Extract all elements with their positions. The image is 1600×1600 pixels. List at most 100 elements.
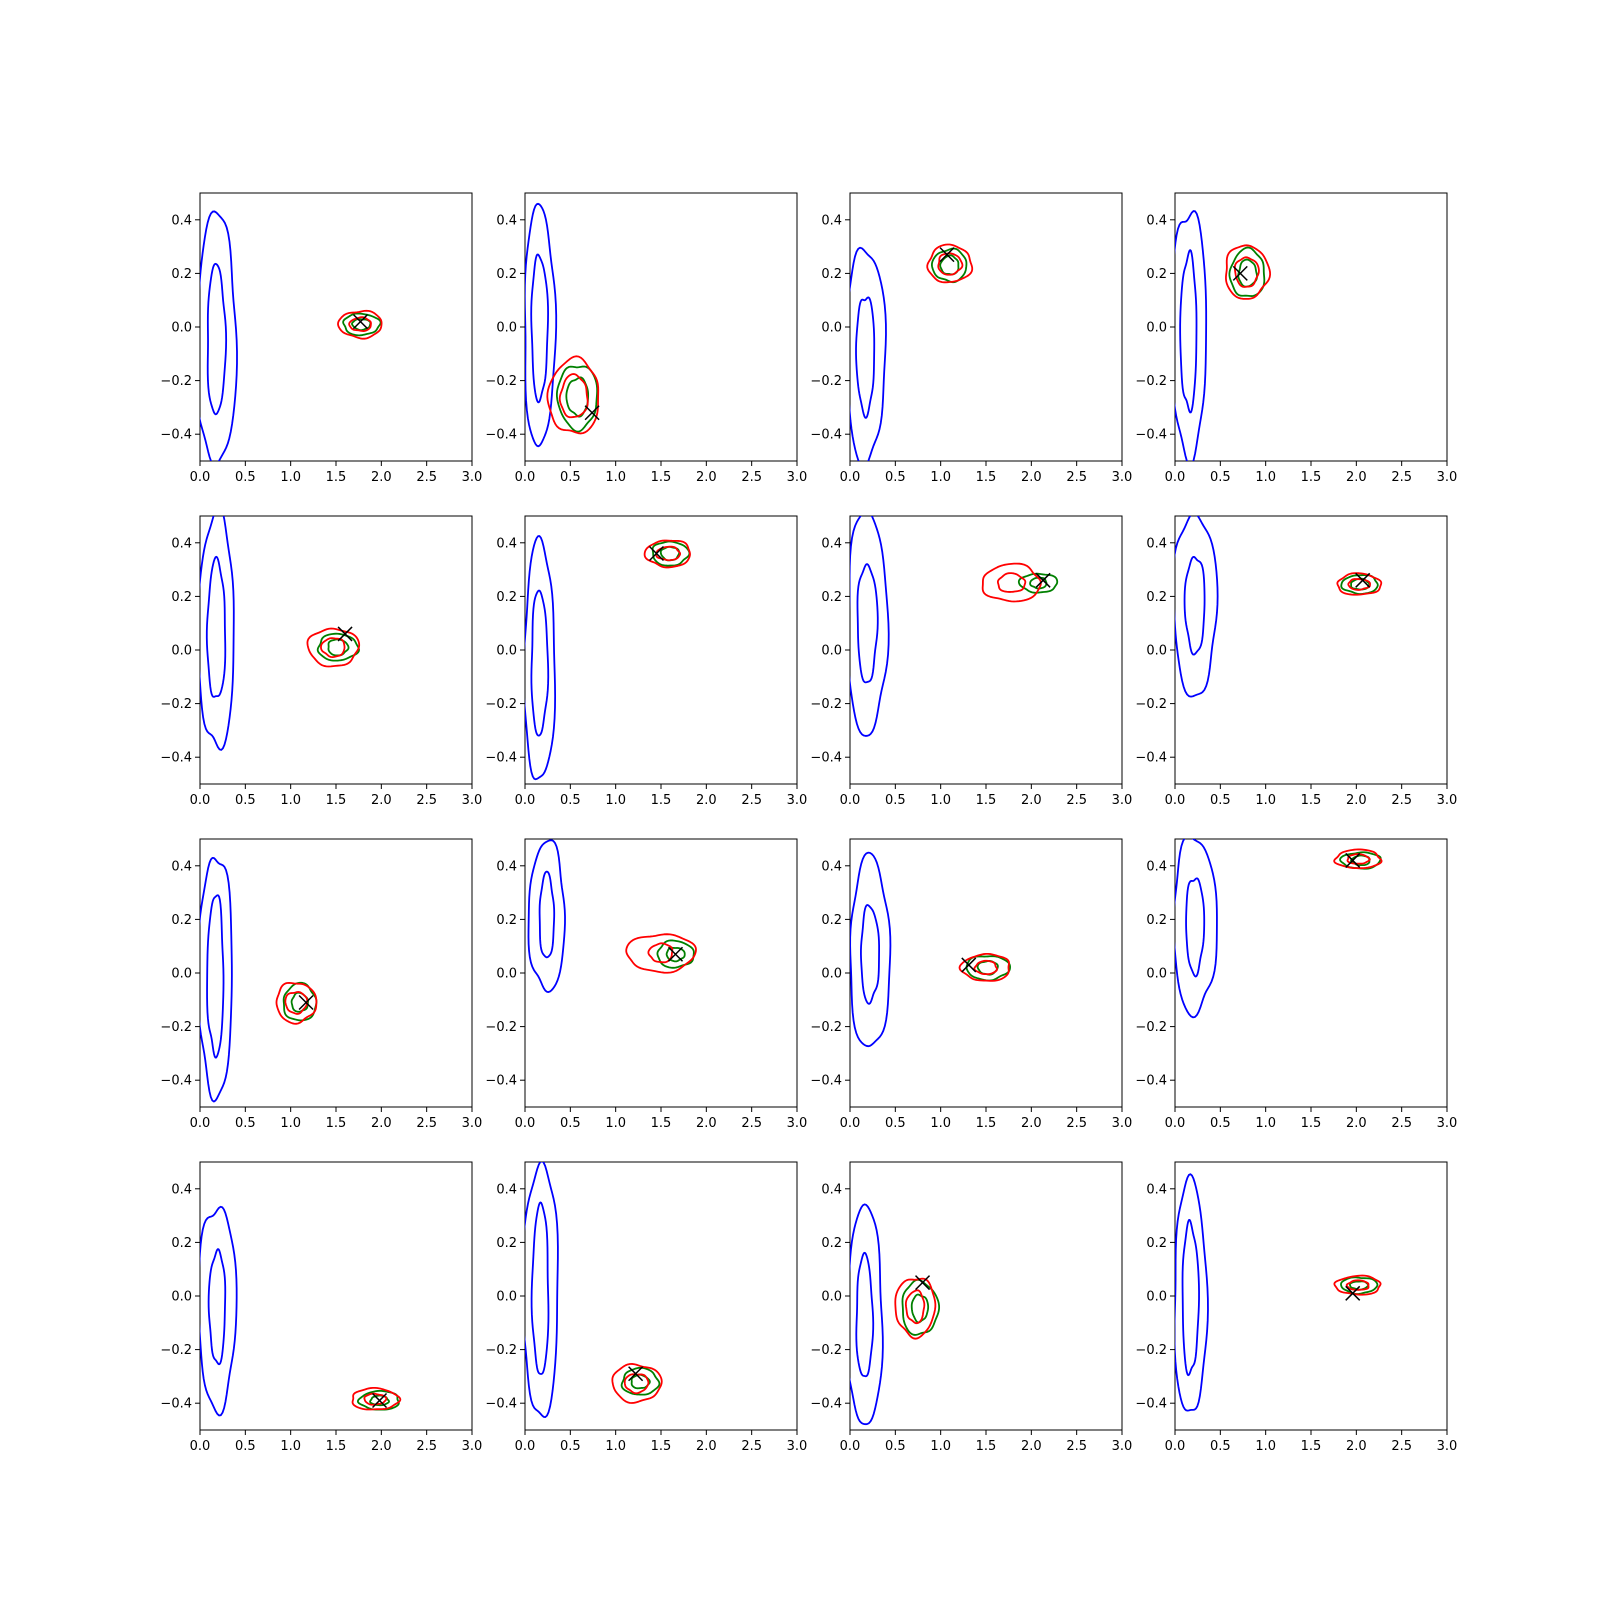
green-contour-outer <box>1340 1276 1379 1295</box>
y-tick-label: 0.0 <box>1146 1290 1167 1305</box>
subplot-16: 0.0 0.5 1.0 1.5 2.0 2.5 3.0 −0.4 −0.2 0.0 0.2 0.4 <box>1135 1161 1457 1454</box>
subplot-1: 0.0 0.5 1.0 1.5 2.0 2.5 3.0 −0.4 −0.2 0.0 0.2 0.4 <box>160 192 482 485</box>
x-tick-label: 1.0 <box>280 470 301 485</box>
x-tick-label: 1.5 <box>326 1116 347 1131</box>
y-tick-label: −0.4 <box>810 428 842 443</box>
plot-area <box>199 838 473 1108</box>
x-tick-label: 0.0 <box>840 1116 861 1131</box>
y-tick-label: 0.2 <box>171 1236 192 1251</box>
y-tick-label: −0.2 <box>810 697 842 712</box>
blue-contour-inner <box>1179 249 1198 414</box>
y-tick-label: −0.4 <box>1135 1397 1167 1412</box>
x-tick-label: 0.5 <box>885 470 906 485</box>
x-tick-label: 0.0 <box>515 1116 536 1131</box>
x-tick-label: 2.0 <box>696 1116 717 1131</box>
y-tick-label: 0.0 <box>171 321 192 336</box>
x-tick-label: 2.5 <box>1391 470 1412 485</box>
y-tick-label: 0.0 <box>496 967 517 982</box>
x-tick-label: 2.5 <box>1066 470 1087 485</box>
red-contour-inner <box>937 252 964 276</box>
x-tick-label: 2.5 <box>741 470 762 485</box>
y-tick-label: 0.4 <box>496 536 517 551</box>
y-tick-label: 0.2 <box>496 913 517 928</box>
y-tick-label: −0.4 <box>810 1074 842 1089</box>
contours <box>527 839 697 993</box>
red-contour-inner <box>363 1392 388 1406</box>
red-contour-outer <box>611 1363 663 1404</box>
x-tick-label: 0.0 <box>515 793 536 808</box>
contours <box>1175 1173 1382 1412</box>
y-tick-label: −0.4 <box>1135 1074 1167 1089</box>
x-tick-label: 0.5 <box>1210 1116 1231 1131</box>
x-tick-label: 0.5 <box>235 1116 256 1131</box>
x-tick-label: 1.0 <box>930 793 951 808</box>
x-tick-label: 1.0 <box>605 1439 626 1454</box>
red-contour-outer <box>1225 244 1271 300</box>
x-tick-label: 2.0 <box>1346 1439 1367 1454</box>
x-marker <box>1345 852 1361 868</box>
contours <box>1175 516 1383 698</box>
x-tick-label: 2.5 <box>416 1116 437 1131</box>
y-tick-label: −0.2 <box>810 1343 842 1358</box>
x-tick-label: 3.0 <box>1112 1116 1133 1131</box>
x-marker <box>648 545 664 562</box>
y-tick-label: 0.2 <box>1146 1236 1167 1251</box>
x-tick-label: 2.0 <box>1021 793 1042 808</box>
x-tick-label: 0.5 <box>1210 470 1231 485</box>
y-tick-label: 0.0 <box>821 321 842 336</box>
plot-area <box>199 1161 473 1431</box>
y-tick-label: 0.4 <box>1146 536 1167 551</box>
x-tick-label: 1.0 <box>1255 1439 1276 1454</box>
x-tick-label: 1.5 <box>976 470 997 485</box>
plot-area <box>1174 1161 1448 1431</box>
y-tick-label: 0.0 <box>1146 967 1167 982</box>
subplot-12: 0.0 0.5 1.0 1.5 2.0 2.5 3.0 −0.4 −0.2 0.0 0.2 0.4 <box>1135 838 1457 1131</box>
y-tick-label: −0.4 <box>810 751 842 766</box>
x-tick-label: 2.5 <box>741 1439 762 1454</box>
y-tick-label: 0.2 <box>821 267 842 282</box>
y-tick-label: 0.0 <box>1146 644 1167 659</box>
y-tick-label: −0.2 <box>1135 697 1167 712</box>
y-tick-label: 0.0 <box>821 644 842 659</box>
y-tick-label: 0.4 <box>821 536 842 551</box>
x-marker <box>352 314 369 330</box>
red-contour-outer <box>1333 1274 1382 1296</box>
x-tick-label: 2.0 <box>1021 1439 1042 1454</box>
y-tick-label: 0.0 <box>821 967 842 982</box>
y-tick-label: 0.0 <box>171 967 192 982</box>
subplot-5: 0.0 0.5 1.0 1.5 2.0 2.5 3.0 −0.4 −0.2 0.0 0.2 0.4 <box>160 515 482 808</box>
x-tick-label: 0.5 <box>1210 793 1231 808</box>
x-tick-label: 3.0 <box>1112 793 1133 808</box>
x-tick-label: 0.0 <box>1165 470 1186 485</box>
blue-contour-inner <box>205 555 227 698</box>
x-tick-label: 3.0 <box>1437 793 1458 808</box>
y-tick-label: 0.4 <box>821 859 842 874</box>
x-tick-label: 1.0 <box>280 1439 301 1454</box>
blue-contour-inner <box>530 1201 550 1375</box>
blue-contour-outer <box>1175 1173 1209 1412</box>
red-contour-outer <box>958 952 1010 982</box>
green-contour-outer <box>901 1278 941 1336</box>
x-tick-label: 2.5 <box>1066 1439 1087 1454</box>
x-tick-label: 3.0 <box>787 470 808 485</box>
y-tick-label: −0.2 <box>810 374 842 389</box>
blue-contour-inner <box>1183 556 1206 656</box>
plot-area <box>1174 515 1448 785</box>
x-tick-label: 3.0 <box>462 1439 483 1454</box>
y-tick-label: −0.2 <box>485 697 517 712</box>
y-tick-label: 0.4 <box>496 859 517 874</box>
y-tick-label: 0.4 <box>1146 1182 1167 1197</box>
x-tick-label: 2.0 <box>696 470 717 485</box>
y-tick-label: 0.4 <box>1146 859 1167 874</box>
y-tick-label: −0.2 <box>1135 1020 1167 1035</box>
x-tick-label: 3.0 <box>1112 470 1133 485</box>
green-contour-outer <box>342 312 382 337</box>
subplot-14: 0.0 0.5 1.0 1.5 2.0 2.5 3.0 −0.4 −0.2 0.0 0.2 0.4 <box>485 1161 807 1454</box>
y-tick-label: 0.4 <box>1146 213 1167 228</box>
plot-area <box>849 192 1123 462</box>
contours <box>200 1205 402 1417</box>
red-contour-outer <box>1333 848 1383 870</box>
x-tick-label: 2.0 <box>371 470 392 485</box>
x-tick-label: 0.0 <box>840 470 861 485</box>
